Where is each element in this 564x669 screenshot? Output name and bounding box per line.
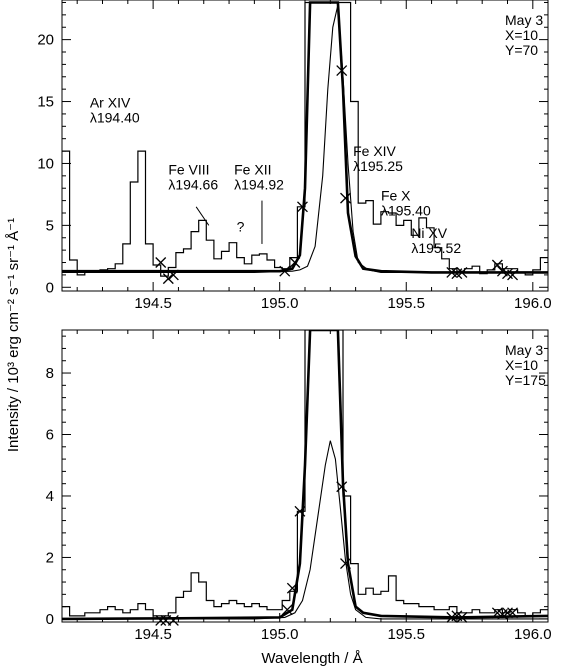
fit-point-marker (297, 201, 308, 213)
line-identification-label: Ni XV (411, 225, 447, 241)
y-tick-label: 0 (46, 279, 54, 296)
fit-point-marker (336, 65, 348, 77)
y-tick-label: 6 (46, 427, 54, 444)
x-tick-label: 195.5 (387, 626, 425, 643)
y-tick-label: 2 (46, 549, 54, 566)
fit-point-marker (336, 481, 348, 493)
line-identification-label: ? (237, 219, 245, 235)
panel-legend-line: Y=70 (505, 42, 538, 58)
line-identification-label: λ195.25 (353, 158, 403, 174)
panel-legend-line: May 3 (505, 342, 543, 358)
fit-point-marker (155, 615, 167, 626)
line-identification-label: λ195.52 (411, 240, 461, 256)
fit-point-marker (507, 607, 519, 619)
y-tick-label: 5 (46, 217, 54, 234)
x-tick-label: 196.0 (514, 626, 552, 643)
y-tick-label: 20 (37, 32, 54, 49)
fit-point-marker (456, 611, 468, 623)
y-axis-label: Intensity / 10³ erg cm⁻² s⁻¹ sr⁻¹ Å⁻¹ (5, 218, 22, 452)
fit-point-marker (167, 615, 179, 626)
fit-point-marker (340, 192, 351, 204)
fit-point-marker (162, 273, 174, 285)
fit-point-marker (507, 269, 519, 281)
y-tick-label: 4 (46, 488, 54, 505)
fit-point-marker (294, 505, 306, 517)
x-tick-label: 195.0 (261, 626, 299, 643)
fit-point-marker (340, 558, 351, 570)
total-fit-curve (62, 330, 548, 621)
line-identification-label: Fe VIII (168, 162, 209, 178)
fit-point-marker (502, 607, 513, 619)
bottom-panel: 194.5 195.0 195.5 196.0 0 2 4 6 8 May 3X=10Y=175 (46, 329, 552, 643)
y-tick-label: 10 (37, 155, 54, 172)
x-tick-label: 194.5 (134, 295, 172, 312)
panel-legend-line: X=10 (505, 27, 538, 43)
y-tick-label: 0 (46, 611, 54, 628)
fit-point-marker (160, 615, 172, 626)
panel-legend-line: Y=175 (505, 372, 546, 388)
y-tick-label: 15 (37, 94, 54, 111)
line-identification-label: Fe XII (234, 162, 271, 178)
line-identification-label: λ195.40 (381, 203, 431, 219)
fit-point-marker (281, 604, 293, 616)
panel-legend-line: X=10 (505, 357, 538, 373)
line-identification-label: Fe XIV (353, 143, 396, 159)
x-tick-label: 195.5 (387, 295, 425, 312)
label-leader-line (195, 206, 210, 226)
x-tick-label: 194.5 (134, 626, 172, 643)
observed-spectrum-histogram (62, 1, 548, 277)
fit-point-marker (167, 269, 179, 281)
line-identification-label: λ194.66 (168, 177, 218, 193)
fit-point-marker (289, 257, 301, 268)
panel-legend-line: May 3 (505, 12, 543, 28)
fit-point-marker (456, 266, 468, 278)
x-tick-label: 195.0 (261, 295, 299, 312)
fit-point-marker (279, 265, 291, 277)
line-identification-label: λ194.40 (90, 110, 140, 126)
top-panel: 194.5 195.0 195.5 196.0 0 5 10 15 20 May 3X=10Y=7… (37, 0, 552, 312)
line-identification-label: Ar XIV (90, 95, 131, 111)
y-tick-label: 8 (46, 365, 54, 382)
line-identification-label: λ194.92 (234, 177, 284, 193)
total-fit-curve (62, 1, 548, 274)
fit-point-marker (155, 257, 167, 268)
fit-point-marker (286, 582, 298, 594)
x-axis-label: Wavelength / Å (261, 650, 362, 667)
line-identification-label: Fe X (381, 188, 411, 204)
fit-point-marker (491, 259, 503, 271)
observed-spectrum-histogram (62, 330, 548, 617)
x-tick-label: 196.0 (514, 295, 552, 312)
fe-xiv-component-curve (62, 4, 548, 273)
